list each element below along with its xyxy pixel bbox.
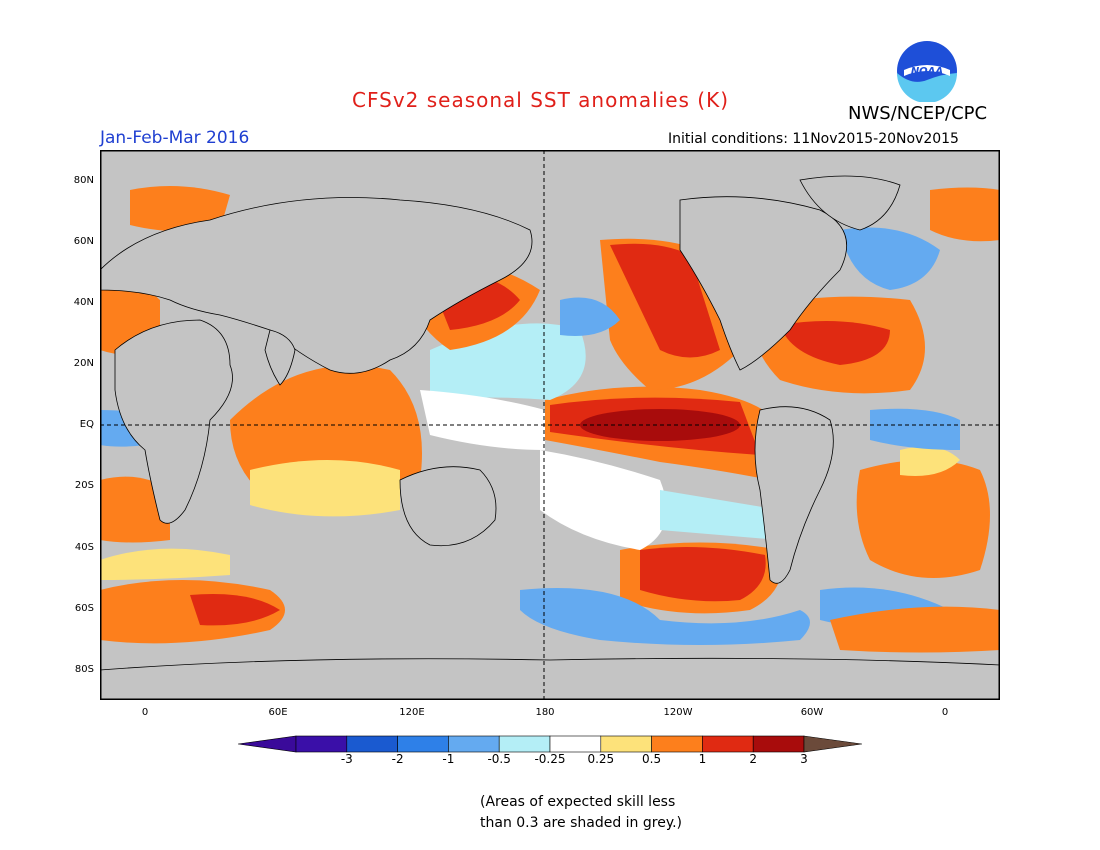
lat-label: 80N xyxy=(73,175,94,186)
noaa-logo-icon: NOAA xyxy=(897,41,957,102)
colorbar-swatch xyxy=(346,735,398,753)
lat-label: 60S xyxy=(74,603,94,614)
lat-label: 40S xyxy=(74,542,94,553)
skill-note: (Areas of expected skill less than 0.3 a… xyxy=(480,792,682,834)
colorbar-tick-label: 0.5 xyxy=(642,752,662,766)
colorbar-swatch xyxy=(549,735,602,753)
colorbar-tick-label: 2 xyxy=(749,752,757,766)
organization-label: NWS/NCEP/CPC xyxy=(848,103,988,124)
colorbar-tick-label: -2 xyxy=(391,752,404,766)
colorbar-tick-label: 1 xyxy=(698,752,707,766)
colorbar-swatch xyxy=(295,735,348,753)
forecast-period: Jan-Feb-Mar 2016 xyxy=(100,128,250,148)
lon-label: 60E xyxy=(268,707,288,718)
colorbar-tick-label: -1 xyxy=(442,752,455,766)
colorbar-swatch xyxy=(651,735,703,753)
lon-label: 180 xyxy=(535,707,555,718)
colorbar-tick-label: -0.25 xyxy=(534,752,566,766)
colorbar-tick-label: -3 xyxy=(340,752,353,766)
lon-label: 0 xyxy=(141,707,149,718)
colorbar-swatch xyxy=(600,735,652,753)
lat-label: 20S xyxy=(74,480,94,491)
colorbar-swatch xyxy=(448,735,500,753)
colorbar-low-extension xyxy=(238,735,297,753)
colorbar xyxy=(238,735,862,753)
colorbar-high-extension xyxy=(803,735,862,753)
lat-label: 80S xyxy=(74,664,94,675)
sst-anomaly-map xyxy=(100,150,1000,700)
colorbar-tick-label: -0.5 xyxy=(487,752,511,766)
lon-label: 60W xyxy=(800,707,824,718)
initial-conditions: Initial conditions: 11Nov2015-20Nov2015 xyxy=(668,131,959,147)
colorbar-swatch xyxy=(397,735,449,753)
skill-note-line1: (Areas of expected skill less xyxy=(480,794,676,810)
colorbar-swatch xyxy=(752,735,805,753)
logo-text: NOAA xyxy=(911,66,943,77)
continents xyxy=(100,175,1000,700)
colorbar-swatch xyxy=(498,735,551,753)
lat-label: 20N xyxy=(73,358,94,369)
colorbar-swatch xyxy=(702,735,754,753)
skill-note-line2: than 0.3 are shaded in grey.) xyxy=(480,815,683,831)
map-title: CFSv2 seasonal SST anomalies (K) xyxy=(352,88,729,112)
lat-label: EQ xyxy=(79,419,94,430)
lon-label: 120W xyxy=(663,707,693,718)
lon-label: 0 xyxy=(941,707,949,718)
lat-label: 40N xyxy=(73,297,94,308)
lon-label: 120E xyxy=(399,707,425,718)
lat-label: 60N xyxy=(73,236,94,247)
colorbar-tick-label: 3 xyxy=(800,752,808,766)
colorbar-tick-label: 0.25 xyxy=(587,752,615,766)
